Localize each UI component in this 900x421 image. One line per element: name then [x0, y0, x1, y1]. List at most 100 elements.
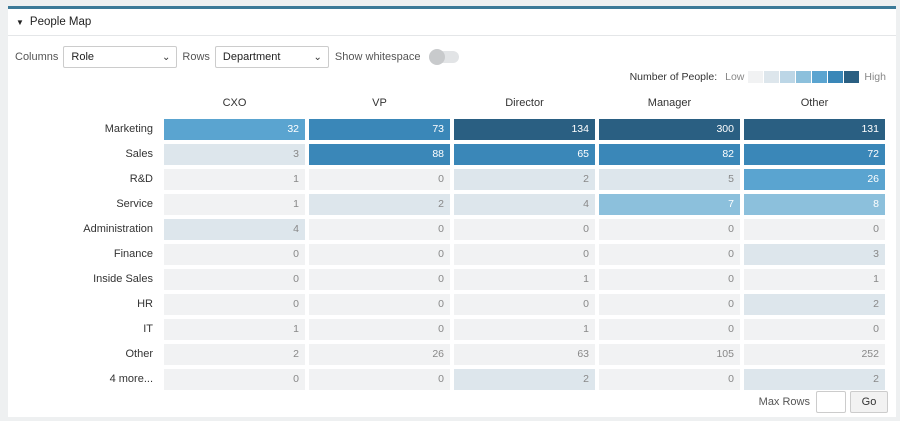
panel-title: People Map: [29, 16, 92, 28]
heatmap-cell[interactable]: 88: [309, 144, 450, 165]
columns-label: Columns: [15, 51, 59, 63]
row-label: Sales: [125, 148, 153, 160]
heatmap-cell[interactable]: 1: [454, 319, 595, 340]
heatmap-cell[interactable]: 0: [309, 219, 450, 240]
heatmap-cell[interactable]: 0: [454, 244, 595, 265]
legend-low-label: Low: [725, 71, 745, 83]
heatmap-cell[interactable]: 1: [164, 169, 305, 190]
heatmap-cell[interactable]: 63: [454, 344, 595, 365]
legend-swatch: [828, 71, 844, 83]
legend-swatch: [764, 71, 780, 83]
heatmap-cell[interactable]: 0: [309, 244, 450, 265]
rows-select[interactable]: Department ⌄: [214, 46, 329, 68]
heatmap-cell[interactable]: 3: [164, 144, 305, 165]
legend-swatch: [844, 71, 860, 83]
heatmap-cell[interactable]: 0: [454, 294, 595, 315]
heatmap-cell[interactable]: 3: [744, 244, 885, 265]
heatmap-cell[interactable]: 0: [599, 369, 740, 390]
heatmap-cell[interactable]: 72: [744, 144, 885, 165]
heatmap-cell[interactable]: 0: [309, 294, 450, 315]
show-whitespace-toggle[interactable]: [428, 49, 459, 65]
chevron-down-icon: ⌄: [162, 51, 171, 63]
heatmap-cell[interactable]: 131: [744, 119, 885, 140]
row-label: Finance: [113, 248, 153, 260]
row-label: Marketing: [104, 123, 153, 135]
columns-select-value: Role: [71, 51, 95, 63]
column-header: Manager: [647, 97, 692, 109]
heatmap-cell[interactable]: 0: [164, 294, 305, 315]
heatmap-cell[interactable]: 0: [599, 319, 740, 340]
heatmap-cell[interactable]: 105: [599, 344, 740, 365]
heatmap-cell[interactable]: 0: [164, 269, 305, 290]
row-label: Other: [125, 348, 153, 360]
column-header: VP: [372, 97, 387, 109]
heatmap-cell[interactable]: 0: [309, 269, 450, 290]
heatmap-cell[interactable]: 0: [599, 219, 740, 240]
heatmap-cell[interactable]: 82: [599, 144, 740, 165]
legend-swatch: [812, 71, 828, 83]
row-label: IT: [143, 323, 153, 335]
heatmap-cell[interactable]: 2: [309, 194, 450, 215]
heatmap-cell[interactable]: 8: [744, 194, 885, 215]
legend-swatch: [748, 71, 764, 83]
heatmap-cell[interactable]: 26: [744, 169, 885, 190]
column-header: Other: [800, 97, 829, 109]
heatmap-cell[interactable]: 300: [599, 119, 740, 140]
max-rows-input[interactable]: [816, 391, 846, 413]
footer-controls: Max Rows Go: [759, 391, 888, 413]
heatmap-cell[interactable]: 0: [599, 294, 740, 315]
heatmap-cell[interactable]: 2: [164, 344, 305, 365]
heatmap-cell[interactable]: 1: [454, 269, 595, 290]
heatmap-cell[interactable]: 7: [599, 194, 740, 215]
heatmap-cell[interactable]: 2: [454, 169, 595, 190]
show-whitespace-label: Show whitespace: [334, 51, 421, 63]
row-label: Inside Sales: [93, 273, 153, 285]
legend-title: Number of People:: [629, 71, 718, 83]
heatmap-cell[interactable]: 0: [744, 319, 885, 340]
columns-select[interactable]: Role ⌄: [63, 46, 178, 68]
heatmap-cell[interactable]: 65: [454, 144, 595, 165]
max-rows-label: Max Rows: [758, 396, 810, 408]
heatmap-cell[interactable]: 0: [164, 244, 305, 265]
heatmap-cell[interactable]: 0: [164, 369, 305, 390]
heatmap-cell[interactable]: 5: [599, 169, 740, 190]
heatmap-cell[interactable]: 1: [164, 194, 305, 215]
heatmap-cell[interactable]: 1: [164, 319, 305, 340]
heatmap-cell[interactable]: 4: [454, 194, 595, 215]
heatmap-cell[interactable]: 0: [599, 244, 740, 265]
heatmap-cell[interactable]: 0: [309, 369, 450, 390]
heatmap-cell[interactable]: 134: [454, 119, 595, 140]
row-label: Service: [116, 198, 153, 210]
legend-swatch: [780, 71, 796, 83]
heatmap-cell[interactable]: 2: [744, 294, 885, 315]
heatmap-cell[interactable]: 26: [309, 344, 450, 365]
go-button[interactable]: Go: [850, 391, 888, 413]
heatmap-cell[interactable]: 0: [454, 219, 595, 240]
panel-header[interactable]: ▼ People Map: [8, 9, 896, 36]
row-label: 4 more...: [109, 373, 153, 385]
column-header: Director: [505, 97, 544, 109]
heatmap-legend: Number of People: Low High: [630, 71, 886, 83]
people-map-panel: ▼ People Map Columns Role ⌄ Rows Departm…: [8, 6, 896, 417]
legend-swatch: [796, 71, 812, 83]
heatmap-cell[interactable]: 252: [744, 344, 885, 365]
controls-bar: Columns Role ⌄ Rows Department ⌄ Show wh…: [8, 45, 459, 69]
heatmap-cell[interactable]: 4: [164, 219, 305, 240]
legend-high-label: High: [864, 71, 886, 83]
heatmap-cell[interactable]: 2: [744, 369, 885, 390]
heatmap-cell[interactable]: 32: [164, 119, 305, 140]
heatmap-cell[interactable]: 0: [309, 169, 450, 190]
column-header: CXO: [222, 97, 247, 109]
heatmap-cell[interactable]: 2: [454, 369, 595, 390]
heatmap-cell[interactable]: 73: [309, 119, 450, 140]
row-label: HR: [137, 298, 153, 310]
collapse-caret-icon[interactable]: ▼: [16, 17, 24, 27]
heatmap-cell[interactable]: 1: [744, 269, 885, 290]
heatmap-cell[interactable]: 0: [309, 319, 450, 340]
heatmap-cell[interactable]: 0: [599, 269, 740, 290]
heatmap-cell[interactable]: 0: [744, 219, 885, 240]
row-label: R&D: [129, 173, 153, 185]
legend-swatches: [748, 71, 860, 83]
rows-select-value: Department: [222, 51, 281, 63]
chevron-down-icon: ⌄: [313, 51, 322, 63]
